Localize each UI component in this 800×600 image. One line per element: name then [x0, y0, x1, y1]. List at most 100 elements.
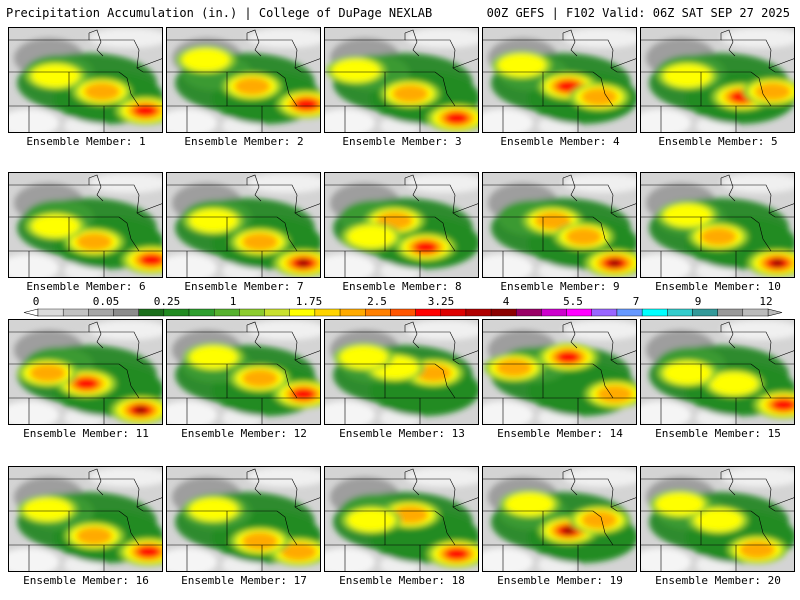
ensemble-map-panel: [324, 27, 479, 133]
ensemble-member-label: Ensemble Member: 3: [342, 135, 462, 148]
chart-title: Precipitation Accumulation (in.) | Colle…: [6, 6, 433, 20]
ensemble-member-label: Ensemble Member: 10: [655, 280, 781, 293]
precip-map: [641, 320, 794, 424]
colorbar-min-arrow: [23, 308, 39, 317]
colorbar-tick-label: 9: [695, 295, 702, 308]
colorbar-segment: [289, 308, 316, 317]
ensemble-member-label: Ensemble Member: 19: [497, 574, 623, 587]
precip-map: [483, 467, 636, 571]
ensemble-map-panel: [482, 172, 637, 278]
ensemble-member-label: Ensemble Member: 11: [23, 427, 149, 440]
colorbar-segment: [239, 308, 265, 317]
colorbar-segment: [490, 308, 517, 317]
colorbar-segment: [37, 308, 64, 317]
ensemble-map-panel: [640, 27, 795, 133]
ensemble-map-panel: [166, 319, 321, 425]
colorbar-segment: [641, 308, 668, 317]
colorbar-tick-label: 4: [503, 295, 510, 308]
precip-map: [167, 467, 320, 571]
ensemble-map-panel: [482, 27, 637, 133]
precip-map: [325, 467, 478, 571]
colorbar-segment: [465, 308, 492, 317]
precip-map: [483, 28, 636, 132]
precipitation-colorbar: 0 0.05 0.25 1 1.75 2.5 3.25 4 5.5 7 9 12: [23, 295, 783, 317]
precip-map: [325, 28, 478, 132]
precip-map: [325, 320, 478, 424]
colorbar-tick-label: 1: [230, 295, 237, 308]
ensemble-map-panel: [640, 466, 795, 572]
ensemble-member-label: Ensemble Member: 5: [658, 135, 778, 148]
colorbar-segment: [440, 308, 467, 317]
ensemble-member-label: Ensemble Member: 2: [184, 135, 304, 148]
colorbar-segment: [214, 308, 240, 317]
ensemble-member-label: Ensemble Member: 14: [497, 427, 623, 440]
ensemble-map-panel: [324, 466, 479, 572]
colorbar-segment: [163, 308, 190, 317]
ensemble-member-label: Ensemble Member: 15: [655, 427, 781, 440]
precip-map: [483, 320, 636, 424]
colorbar-segment: [88, 308, 114, 317]
precip-map: [167, 320, 320, 424]
colorbar-segment: [667, 308, 693, 317]
ensemble-map-panel: [640, 319, 795, 425]
precip-map: [483, 173, 636, 277]
colorbar-max-arrow: [767, 308, 783, 317]
ensemble-map-panel: [482, 319, 637, 425]
ensemble-member-label: Ensemble Member: 7: [184, 280, 304, 293]
colorbar-segment: [113, 308, 139, 317]
precip-map: [167, 173, 320, 277]
precip-map: [9, 320, 162, 424]
ensemble-map-panel: [324, 319, 479, 425]
colorbar-segment: [742, 308, 769, 317]
colorbar-segment: [616, 308, 643, 317]
model-run-info: 00Z GEFS | F102 Valid: 06Z SAT SEP 27 20…: [486, 6, 790, 20]
ensemble-map-panel: [166, 27, 321, 133]
ensemble-member-label: Ensemble Member: 12: [181, 427, 307, 440]
ensemble-map-panel: [8, 466, 163, 572]
colorbar-tick-label: 0.25: [154, 295, 181, 308]
ensemble-map-panel: [8, 319, 163, 425]
ensemble-map-panel: [166, 172, 321, 278]
colorbar-segment: [365, 308, 391, 317]
precip-map: [641, 173, 794, 277]
ensemble-member-label: Ensemble Member: 4: [500, 135, 620, 148]
colorbar-segment: [188, 308, 215, 317]
colorbar-segment: [541, 308, 567, 317]
precip-map: [9, 28, 162, 132]
precip-map: [9, 173, 162, 277]
ensemble-member-label: Ensemble Member: 20: [655, 574, 781, 587]
precip-map: [325, 173, 478, 277]
ensemble-map-panel: [166, 466, 321, 572]
colorbar-tick-label: 1.75: [296, 295, 323, 308]
ensemble-member-label: Ensemble Member: 16: [23, 574, 149, 587]
colorbar-segment: [591, 308, 618, 317]
ensemble-member-label: Ensemble Member: 8: [342, 280, 462, 293]
ensemble-member-label: Ensemble Member: 9: [500, 280, 620, 293]
colorbar-segment: [314, 308, 341, 317]
precip-map: [641, 28, 794, 132]
colorbar-tick-label: 3.25: [428, 295, 455, 308]
ensemble-member-label: Ensemble Member: 6: [26, 280, 146, 293]
colorbar-segment: [516, 308, 542, 317]
colorbar-segment: [390, 308, 416, 317]
precip-map: [9, 467, 162, 571]
colorbar-segment: [692, 308, 718, 317]
ensemble-member-label: Ensemble Member: 1: [26, 135, 146, 148]
ensemble-map-panel: [8, 27, 163, 133]
ensemble-map-panel: [482, 466, 637, 572]
ensemble-member-label: Ensemble Member: 13: [339, 427, 465, 440]
colorbar-tick-label: 0.05: [93, 295, 120, 308]
colorbar-segment: [339, 308, 366, 317]
colorbar-segment: [138, 308, 165, 317]
colorbar-tick-label: 5.5: [563, 295, 583, 308]
colorbar-tick-label: 0: [33, 295, 40, 308]
colorbar-segment: [62, 308, 89, 317]
precip-map: [167, 28, 320, 132]
colorbar-tick-label: 7: [633, 295, 640, 308]
colorbar-segment: [717, 308, 744, 317]
colorbar-tick-label: 2.5: [367, 295, 387, 308]
ensemble-map-panel: [324, 172, 479, 278]
ensemble-map-panel: [8, 172, 163, 278]
colorbar-segment: [415, 308, 441, 317]
ensemble-member-label: Ensemble Member: 17: [181, 574, 307, 587]
